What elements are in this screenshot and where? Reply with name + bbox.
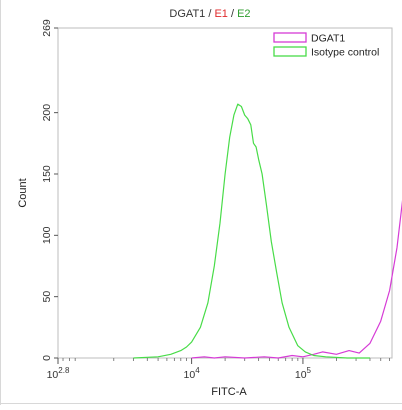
- chart-title: DGAT1 / E1 / E2: [169, 8, 250, 20]
- title-sep-1: /: [205, 8, 214, 20]
- x-tick-exponent: 5: [307, 366, 312, 375]
- legend-swatch-dgat1: [273, 32, 307, 43]
- title-part-e2: E2: [237, 8, 250, 20]
- plot-area: [57, 27, 393, 359]
- y-tick-label: 150: [41, 165, 53, 183]
- legend-label-isotype: Isotype control: [311, 47, 379, 59]
- x-axis-label: FITC-A: [211, 386, 247, 398]
- title-part-e1: E1: [214, 8, 227, 20]
- x-tick-base: 10: [184, 369, 196, 381]
- legend-swatch-isotype: [273, 46, 307, 57]
- frame-border-left: [0, 0, 1, 405]
- series-layer: [133, 103, 402, 359]
- legend-label-dgat1: DGAT1: [311, 33, 345, 45]
- y-tick-label: 200: [41, 104, 53, 122]
- y-tick-label: 100: [41, 226, 53, 244]
- series-line-isotype-control: [133, 103, 370, 359]
- x-tick-exponent: 2.8: [58, 366, 70, 375]
- title-part-dgat1: DGAT1: [169, 8, 205, 20]
- y-tick-label: 269: [41, 19, 53, 37]
- x-tick-base: 10: [47, 369, 59, 381]
- x-tick-label: 102.8: [47, 366, 70, 381]
- series-line-dgat1: [191, 200, 402, 359]
- y-tick-label: 0: [41, 355, 53, 361]
- x-tick-label: 104: [184, 366, 201, 381]
- x-tick-exponent: 4: [195, 366, 200, 375]
- x-tick-base: 10: [295, 369, 307, 381]
- x-tick-label: 105: [295, 366, 312, 381]
- legend: DGAT1 Isotype control: [273, 32, 379, 59]
- y-tick-label: 50: [41, 291, 53, 303]
- title-sep-2: /: [228, 8, 237, 20]
- y-axis-label: Count: [17, 178, 29, 207]
- frame-border-bottom: [0, 403, 402, 404]
